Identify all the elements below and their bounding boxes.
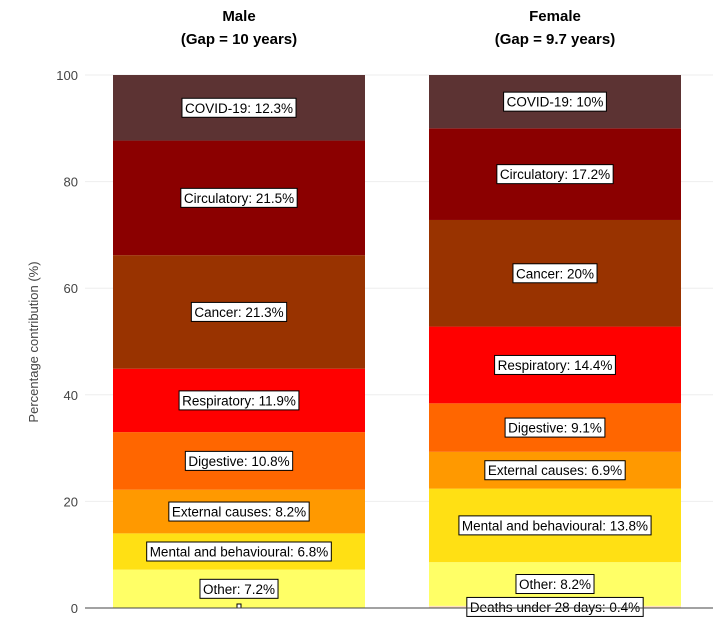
segment-label-covid-19: COVID-19: 10% bbox=[503, 91, 607, 112]
segment-label-external-causes: External causes: 8.2% bbox=[168, 501, 310, 522]
segment-label-digestive: Digestive: 10.8% bbox=[184, 450, 294, 471]
y-tick-label: 80 bbox=[64, 175, 78, 190]
segment-label-circulatory: Circulatory: 21.5% bbox=[180, 187, 298, 208]
segment-label-box-empty bbox=[236, 603, 242, 609]
segment-label-box bbox=[515, 574, 595, 595]
segment-label-circulatory: Circulatory: 17.2% bbox=[496, 164, 614, 185]
segment-label-text: External causes: 8.2% bbox=[172, 505, 306, 520]
segment-label-respiratory: Respiratory: 14.4% bbox=[494, 354, 616, 375]
segment-label-box bbox=[494, 354, 616, 375]
y-tick-label: 40 bbox=[64, 388, 78, 403]
y-axis: 0 20 40 60 80 100 bbox=[56, 68, 713, 616]
segment-label-box bbox=[168, 501, 310, 522]
segment-labels: Other: 7.2% Mental and behavioural: 6.8% E… bbox=[146, 91, 652, 617]
segment-label-box bbox=[512, 263, 598, 284]
panel-subtitle: (Gap = 9.7 years) bbox=[495, 31, 615, 48]
segment-label-digestive: Digestive: 9.1% bbox=[504, 417, 606, 438]
segment-label-text: Mental and behavioural: 6.8% bbox=[150, 545, 329, 560]
segment-label-box bbox=[496, 164, 614, 185]
segment-label-text: Circulatory: 17.2% bbox=[500, 167, 610, 182]
segment-label-box bbox=[504, 417, 606, 438]
segment-label-box bbox=[146, 541, 332, 562]
segment-label-box bbox=[503, 91, 607, 112]
segment-label-box bbox=[190, 301, 288, 322]
segment-label-text: Digestive: 9.1% bbox=[508, 421, 602, 436]
segment-label-mental-and-behavioural: Mental and behavioural: 6.8% bbox=[146, 541, 332, 562]
segment-label-other: Other: 8.2% bbox=[515, 574, 595, 595]
segment-label-text: External causes: 6.9% bbox=[488, 463, 622, 478]
segment-label-text: Deaths under 28 days: 0.4% bbox=[470, 600, 640, 615]
y-tick-label: 20 bbox=[64, 494, 78, 509]
segment-label-text: Respiratory: 14.4% bbox=[498, 358, 613, 373]
segment-label-box bbox=[466, 596, 644, 617]
segment-label-box bbox=[180, 187, 298, 208]
segment-label-cancer: Cancer: 21.3% bbox=[190, 301, 288, 322]
panel-title: Female bbox=[529, 8, 581, 25]
panel-subtitle: (Gap = 10 years) bbox=[181, 31, 297, 48]
segment-label-box bbox=[484, 460, 626, 481]
segment-label-box bbox=[184, 450, 294, 471]
segment-label-box bbox=[458, 515, 652, 536]
segment-label-text: Mental and behavioural: 13.8% bbox=[462, 518, 648, 533]
segment-label-covid-19: COVID-19: 12.3% bbox=[181, 97, 297, 118]
y-tick-label: 60 bbox=[64, 281, 78, 296]
segment-label-respiratory: Respiratory: 11.9% bbox=[178, 390, 300, 411]
segment-label-other: Other: 7.2% bbox=[199, 578, 279, 599]
segment-label-box bbox=[199, 578, 279, 599]
segment-label-external-causes: External causes: 6.9% bbox=[484, 460, 626, 481]
segment-label-text: Circulatory: 21.5% bbox=[184, 191, 294, 206]
panel-title: Male bbox=[222, 8, 255, 25]
panel-titles: Male (Gap = 10 years) Female (Gap = 9.7 yea… bbox=[181, 8, 615, 48]
segment-label-text: Cancer: 21.3% bbox=[194, 305, 283, 320]
segment-label-box bbox=[181, 97, 297, 118]
y-tick-label: 0 bbox=[71, 601, 78, 616]
segment-label-text: Other: 8.2% bbox=[519, 577, 591, 592]
segment-label-text: Digestive: 10.8% bbox=[188, 454, 289, 469]
y-axis-title: Percentage contribution (%) bbox=[26, 261, 41, 422]
segment-label-text: Other: 7.2% bbox=[203, 582, 275, 597]
segment-label-deaths-under-28-days: Deaths under 28 days: 0.4% bbox=[466, 596, 644, 617]
segment-label-cancer: Cancer: 20% bbox=[512, 263, 598, 284]
segment-label-mental-and-behavioural: Mental and behavioural: 13.8% bbox=[458, 515, 652, 536]
y-tick-label: 100 bbox=[56, 68, 78, 83]
segment-label-text: COVID-19: 10% bbox=[507, 95, 604, 110]
segment-label-text: Cancer: 20% bbox=[516, 266, 594, 281]
segment-label-text: COVID-19: 12.3% bbox=[185, 101, 293, 116]
segment-label-text: Respiratory: 11.9% bbox=[182, 393, 296, 408]
segment-label-box bbox=[178, 390, 300, 411]
